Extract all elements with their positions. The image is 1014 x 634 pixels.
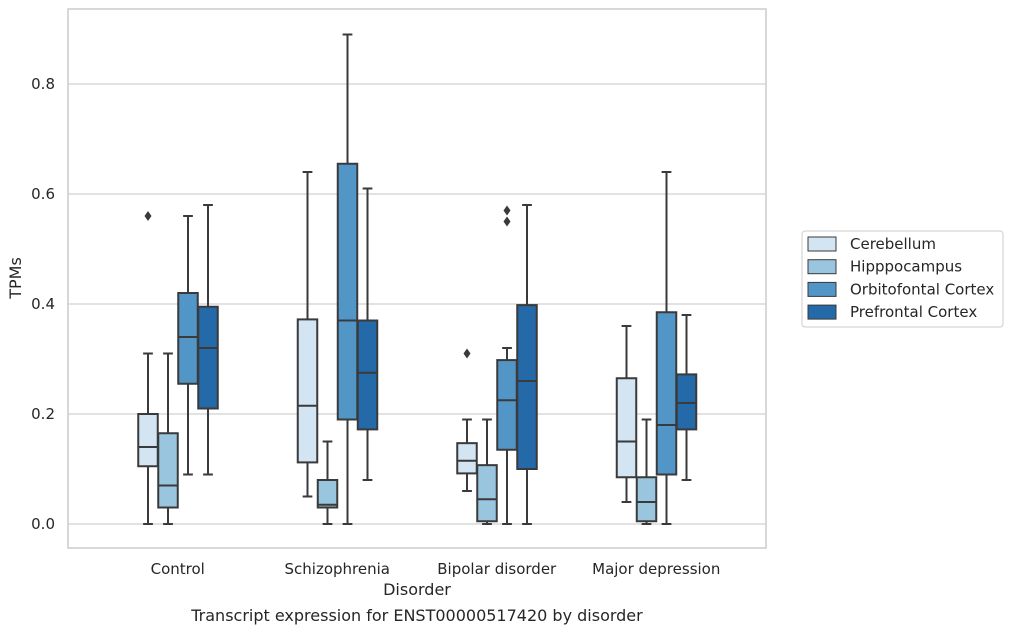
outlier-point (144, 211, 152, 221)
y-tick-label: 0.8 (31, 75, 55, 93)
y-tick-label: 0.6 (31, 185, 55, 203)
box-cerebellum (296, 171, 319, 498)
x-tick-label: Bipolar disorder (437, 560, 557, 578)
y-tick-label: 0.4 (31, 295, 55, 313)
y-tick-label: 0.0 (31, 515, 55, 533)
x-tick-label: Control (151, 560, 205, 578)
box-iqr (675, 373, 698, 431)
box-hipppocampus (316, 440, 339, 525)
y-axis-ticks: 0.0 0.2 0.4 0.6 0.8 (31, 75, 55, 533)
box-cerebellum (615, 325, 638, 503)
box-prefrontal-cortex (516, 204, 538, 525)
box-iqr (476, 464, 498, 523)
box-iqr (197, 305, 219, 410)
box-iqr (336, 162, 359, 421)
boxes-layer (137, 33, 698, 525)
x-axis-label: Disorder (383, 580, 451, 599)
box-iqr (137, 413, 159, 468)
box-prefrontal-cortex (675, 314, 698, 481)
box-iqr (316, 479, 339, 509)
plot-frame (67, 8, 767, 549)
box-hipppocampus (635, 418, 658, 525)
box-iqr (296, 318, 319, 464)
x-tick-label: Major depression (592, 560, 720, 578)
legend-label: Orbitofontal Cortex (850, 280, 994, 298)
y-tick-label: 0.2 (31, 405, 55, 423)
box-iqr (615, 377, 638, 479)
legend-frame (801, 230, 1004, 328)
legend: Cerebellum Hipppocampus Orbitofontal Corte… (801, 230, 1004, 328)
legend-swatch (807, 236, 837, 252)
outlier-point (503, 205, 511, 216)
x-axis-ticks: Control Schizophrenia Bipolar disorder Majo… (151, 560, 721, 578)
outlier-point (463, 348, 471, 359)
legend-swatch (807, 281, 837, 297)
legend-swatch (807, 304, 837, 320)
box-hipppocampus (476, 418, 498, 525)
box-iqr (496, 359, 518, 451)
box-iqr (356, 319, 379, 431)
box-iqr (456, 442, 478, 475)
x-tick-label: Schizophrenia (285, 560, 390, 578)
box-cerebellum (137, 211, 159, 525)
legend-label: Cerebellum (850, 235, 936, 253)
box-iqr (655, 311, 678, 476)
outlier-point (503, 216, 511, 227)
box-iqr (157, 432, 179, 509)
box-prefrontal-cortex (356, 187, 379, 481)
legend-label: Hipppocampus (850, 258, 962, 276)
box-orbitofontal-cortex (177, 215, 199, 476)
legend-label: Prefrontal Cortex (850, 303, 977, 321)
figure-caption: Transcript expression for ENST0000051742… (191, 606, 643, 625)
legend-swatch (807, 259, 837, 275)
box-orbitofontal-cortex (336, 33, 359, 525)
box-hipppocampus (157, 352, 179, 525)
box-orbitofontal-cortex (496, 205, 518, 525)
box-orbitofontal-cortex (655, 171, 678, 525)
box-iqr (635, 476, 658, 523)
box-prefrontal-cortex (197, 204, 219, 476)
box-cerebellum (456, 348, 478, 492)
y-axis-label: TPMs (6, 257, 25, 300)
box-iqr (177, 292, 199, 385)
box-iqr (516, 304, 538, 470)
